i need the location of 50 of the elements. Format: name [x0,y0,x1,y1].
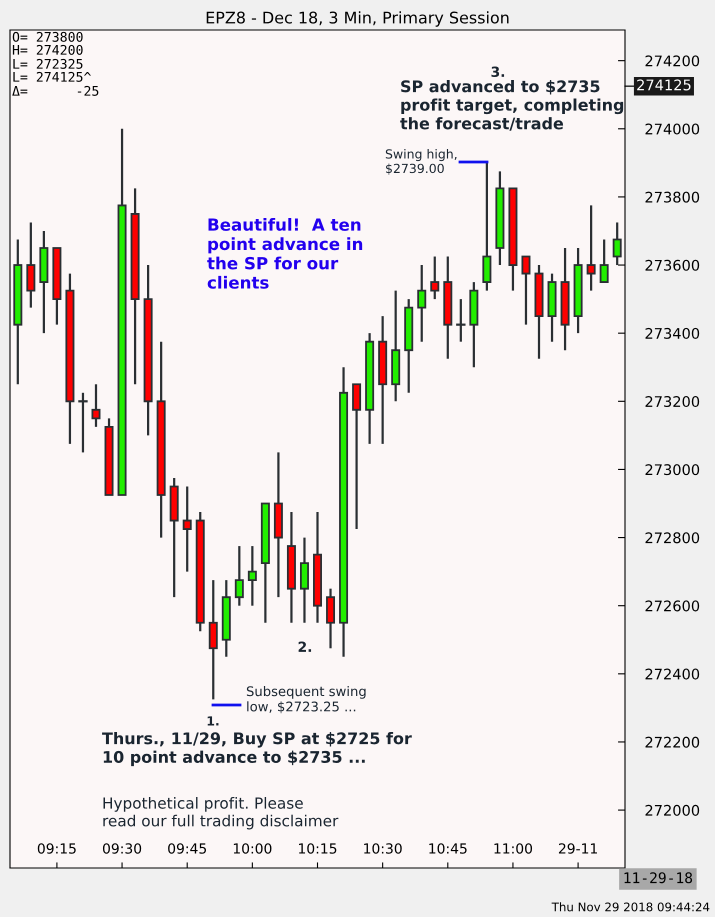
x-tick-label: 09:15 [38,843,76,854]
x-tick-label: 11:00 [494,843,532,854]
x-tick-label: 10:15 [299,843,336,854]
text: 11-29-18 [624,872,692,884]
annotation: L= 274125^ [13,72,91,82]
annotation: 3. [491,66,504,78]
annotation: Δ= -25 [12,86,98,96]
ref-line-label: 274125 [637,79,691,90]
y-tick-label: 274000 [646,124,700,135]
candlestick [521,255,530,326]
candlestick [600,238,609,284]
annotation: Hypothetical profit. Please read our full trading disclaimer [103,797,338,830]
y-tick-label: 273400 [646,328,700,339]
x-tick-label: 29-11 [558,843,597,854]
candlestick [92,383,100,428]
annotation: H= 274200 [12,44,83,55]
candlestick [430,255,440,300]
text: Thu Nov 29 2018 09:44:24 [552,902,710,912]
candlestick [78,392,88,454]
chart-title: EPZ8 - Dec 18, 3 Min, Primary Session [206,11,508,27]
y-tick-label: 273000 [646,464,700,476]
candlestick [234,544,244,607]
annotation: L= 272325 [13,58,82,69]
y-tick-label: 274200 [646,55,700,66]
x-tick-label: 09:45 [168,843,206,854]
y-tick-label: 272600 [646,600,700,612]
x-tick-label: 10:45 [429,843,467,854]
x-tick-label: 09:30 [102,843,142,854]
annotation: Swing high, $2739.00 [386,149,456,175]
y-tick-label: 273600 [646,260,700,271]
x-tick-label: 10:30 [364,843,402,854]
annotation: O= 273800 [12,32,83,42]
candlestick [182,485,192,573]
annotation: SP advanced to $2735 profit target, completing the forecast/trade [400,80,624,131]
y-tick-label: 272000 [646,804,700,816]
candlestick [586,204,596,292]
y-tick-label: 273800 [646,192,700,203]
x-tick-label: 10:00 [234,843,272,854]
candlestick [456,298,466,343]
annotation: 2. [298,642,312,652]
candlestick [417,264,426,343]
annotation: Beautiful! A ten point advance in the SP for our clients [207,218,362,289]
y-tick-label: 272800 [646,532,700,544]
y-tick-label: 272200 [646,736,700,748]
y-tick-label: 273200 [646,396,700,408]
annotation: Thurs., 11/29, Buy SP at $2725 for 10 point advance to $2735 ... [102,732,412,766]
y-tick-label: 272400 [646,668,700,680]
candlestick [248,544,257,607]
annotation: 1. [208,716,218,726]
annotation: Subsequent swing low, $2723.25 ... [246,686,366,714]
